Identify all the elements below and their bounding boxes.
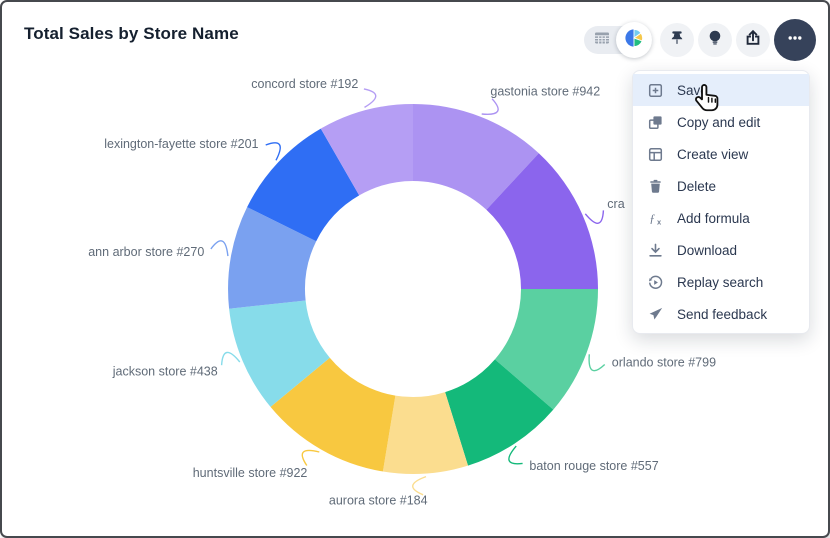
- pie-slice-huntsville-store-922[interactable]: [270, 357, 396, 472]
- slice-label-gastonia-store-942: gastonia store #942: [490, 85, 600, 99]
- menu-item-label: Add formula: [677, 210, 750, 226]
- menu-item-create-view[interactable]: Create view: [633, 138, 809, 170]
- svg-text:ƒ: ƒ: [649, 211, 655, 225]
- menu-item-label: Send feedback: [677, 306, 768, 322]
- menu-item-label: Save: [677, 82, 708, 98]
- menu-item-download[interactable]: Download: [633, 234, 809, 266]
- slice-label-concord-store-192: concord store #192: [251, 77, 358, 91]
- slice-label-lexington-fayette-store-201: lexington-fayette store #201: [104, 137, 258, 151]
- menu-item-replay-search[interactable]: Replay search: [633, 266, 809, 298]
- menu-item-label: Copy and edit: [677, 114, 761, 130]
- pie-slice-concord-store-192[interactable]: [320, 104, 413, 196]
- view-toggle-chart-view[interactable]: [616, 22, 652, 58]
- menu-item-copy-and-edit[interactable]: Copy and edit: [633, 106, 809, 138]
- share-icon: [744, 29, 762, 52]
- view-toggle: [584, 22, 652, 58]
- send-icon: [647, 306, 664, 323]
- pie-slice-lexington-fayette-store-201[interactable]: [247, 128, 360, 242]
- page-title: Total Sales by Store Name: [24, 24, 239, 43]
- pie-chart-icon: [624, 28, 644, 53]
- svg-text:x: x: [657, 217, 662, 226]
- ellipsis-icon: [785, 28, 805, 53]
- slice-label-ann-arbor-store-270: ann arbor store #270: [88, 245, 204, 259]
- more-options-button[interactable]: [774, 19, 816, 61]
- menu-item-delete[interactable]: Delete: [633, 170, 809, 202]
- copy-icon: [647, 114, 664, 131]
- table-icon: [593, 29, 611, 52]
- slice-label-huntsville-store-922: huntsville store #922: [193, 466, 308, 480]
- slice-label-cra: cra: [607, 197, 624, 211]
- menu-item-save[interactable]: Save: [633, 74, 809, 106]
- insights-button[interactable]: [698, 23, 732, 57]
- menu-item-label: Replay search: [677, 274, 764, 290]
- pie-slice-cra[interactable]: [486, 153, 599, 289]
- menu-item-send-feedback[interactable]: Send feedback: [633, 298, 809, 330]
- label-leader-line: [363, 88, 377, 108]
- trash-icon: [647, 178, 664, 195]
- label-leader-line: [584, 210, 605, 224]
- slice-label-orlando-store-799: orlando store #799: [612, 356, 716, 370]
- share-button[interactable]: [736, 23, 770, 57]
- label-leader-line: [265, 142, 281, 161]
- pie-slice-jackson-store-438[interactable]: [229, 300, 330, 407]
- menu-item-label: Download: [677, 242, 738, 258]
- slice-label-baton-rouge-store-557: baton rouge store #557: [529, 459, 658, 473]
- view-toggle-table-view[interactable]: [588, 26, 616, 54]
- label-leader-line: [588, 354, 606, 372]
- label-leader-line: [481, 98, 499, 116]
- slice-label-jackson-store-438: jackson store #438: [112, 364, 218, 378]
- menu-item-label: Delete: [677, 178, 717, 194]
- label-leader-line: [220, 351, 241, 366]
- pin-button[interactable]: [660, 23, 694, 57]
- pin-icon: [668, 29, 686, 52]
- menu-item-label: Create view: [677, 146, 749, 162]
- lightbulb-icon: [706, 29, 724, 52]
- save-icon: [647, 82, 664, 99]
- pie-slice-gastonia-store-942[interactable]: [413, 103, 539, 210]
- label-leader-line: [412, 475, 427, 496]
- pie-slice-orlando-store-799[interactable]: [494, 289, 598, 410]
- pie-slice-aurora-store-184[interactable]: [382, 392, 468, 474]
- create-view-icon: [647, 146, 664, 163]
- label-leader-line: [301, 449, 320, 466]
- replay-icon: [647, 274, 664, 291]
- download-icon: [647, 242, 664, 259]
- pie-slice-ann-arbor-store-270[interactable]: [228, 207, 317, 309]
- label-leader-line: [508, 445, 523, 465]
- label-leader-line: [210, 240, 229, 257]
- slice-label-aurora-store-184: aurora store #184: [329, 494, 428, 508]
- toolbar: [584, 18, 816, 62]
- pie-slice-baton-rouge-store-557[interactable]: [445, 359, 554, 466]
